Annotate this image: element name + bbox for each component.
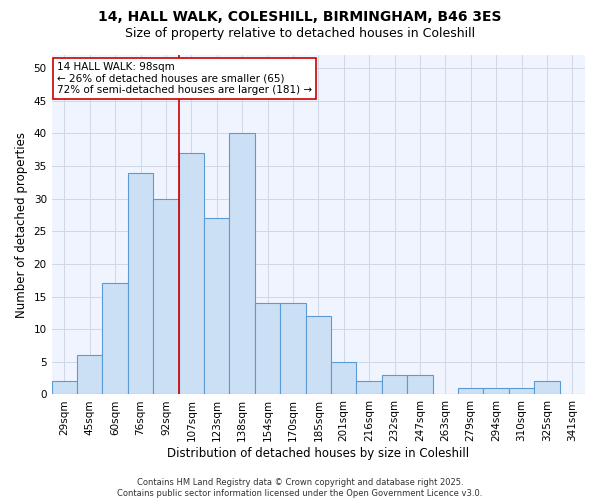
Bar [305,316,331,394]
Bar [179,153,204,394]
Bar [382,375,407,394]
Bar [255,303,280,394]
Bar [77,356,103,395]
Bar [204,218,229,394]
Bar [407,375,433,394]
Bar [103,284,128,395]
Bar [534,382,560,394]
Bar [128,172,153,394]
Text: 14, HALL WALK, COLESHILL, BIRMINGHAM, B46 3ES: 14, HALL WALK, COLESHILL, BIRMINGHAM, B4… [98,10,502,24]
Bar [229,134,255,394]
Bar [52,382,77,394]
Bar [509,388,534,394]
Y-axis label: Number of detached properties: Number of detached properties [15,132,28,318]
Bar [153,198,179,394]
X-axis label: Distribution of detached houses by size in Coleshill: Distribution of detached houses by size … [167,447,469,460]
Bar [331,362,356,394]
Bar [458,388,484,394]
Text: Contains HM Land Registry data © Crown copyright and database right 2025.
Contai: Contains HM Land Registry data © Crown c… [118,478,482,498]
Bar [484,388,509,394]
Text: Size of property relative to detached houses in Coleshill: Size of property relative to detached ho… [125,28,475,40]
Bar [280,303,305,394]
Bar [356,382,382,394]
Text: 14 HALL WALK: 98sqm
← 26% of detached houses are smaller (65)
72% of semi-detach: 14 HALL WALK: 98sqm ← 26% of detached ho… [57,62,312,95]
